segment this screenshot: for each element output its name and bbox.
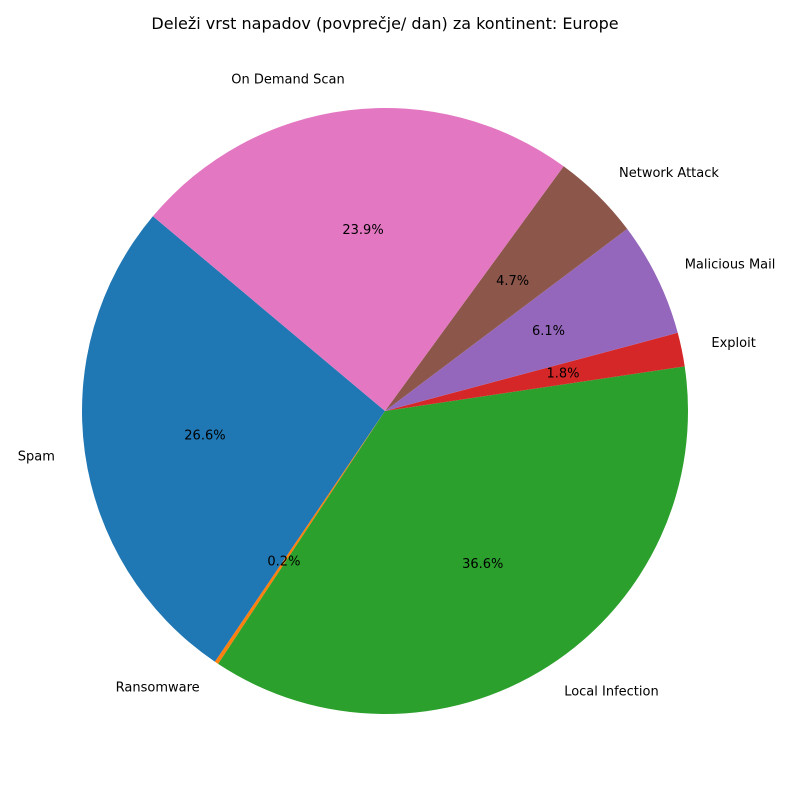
pie-slice-local-infection bbox=[218, 366, 689, 715]
slice-percent-local-infection: 36.6% bbox=[462, 557, 503, 572]
pie-slice-malicious-mail bbox=[385, 228, 678, 411]
slice-label-on-demand-scan: On Demand Scan bbox=[231, 73, 344, 88]
slice-percent-network-attack: 4.7% bbox=[496, 274, 529, 289]
pie-slice-ransomware bbox=[214, 411, 385, 664]
pie-slice-spam bbox=[82, 216, 385, 662]
pie-slice-on-demand-scan bbox=[152, 108, 564, 411]
slice-percent-spam: 26.6% bbox=[184, 429, 225, 444]
pct-layer: 26.6% 0.2% 36.6% 1.8% 6.1% 4.7% 23.9% bbox=[184, 223, 579, 572]
slice-percent-ransomware: 0.2% bbox=[267, 555, 300, 570]
labels-layer: Spam Ransomware Local Infection Exploit Mali… bbox=[18, 73, 776, 700]
pie-slice-exploit bbox=[385, 332, 685, 411]
slice-percent-exploit: 1.8% bbox=[547, 367, 580, 382]
slice-percent-malicious-mail: 6.1% bbox=[532, 324, 565, 339]
slice-label-network-attack: Network Attack bbox=[619, 166, 719, 181]
slice-label-ransomware: Ransomware bbox=[116, 681, 200, 696]
pie-slice-network-attack bbox=[385, 166, 628, 411]
slice-label-exploit: Exploit bbox=[711, 336, 755, 351]
slices-layer bbox=[82, 108, 689, 715]
slice-label-malicious-mail: Malicious Mail bbox=[685, 258, 776, 273]
chart-title: Deleži vrst napadov (povprečje/ dan) za … bbox=[151, 14, 618, 33]
slice-label-spam: Spam bbox=[18, 449, 55, 464]
slice-percent-on-demand-scan: 23.9% bbox=[342, 223, 383, 238]
slice-label-local-infection: Local Infection bbox=[564, 685, 659, 700]
